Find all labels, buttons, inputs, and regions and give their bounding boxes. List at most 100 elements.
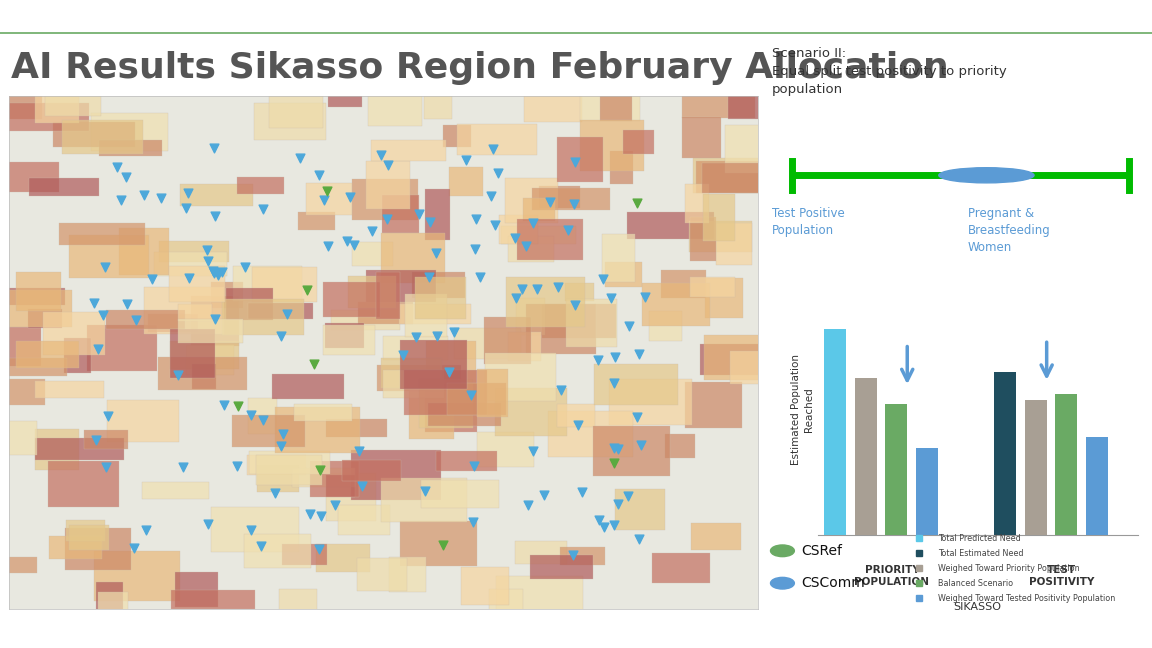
Bar bbox=[605, 262, 642, 287]
Bar bbox=[175, 572, 218, 607]
Point bbox=[205, 143, 223, 154]
Bar bbox=[279, 589, 317, 613]
Bar bbox=[594, 364, 679, 406]
Bar bbox=[541, 305, 616, 338]
Point bbox=[394, 349, 412, 360]
Bar bbox=[642, 283, 710, 327]
Bar bbox=[412, 272, 465, 298]
Bar bbox=[98, 592, 128, 624]
Point bbox=[301, 509, 319, 519]
Bar bbox=[579, 121, 644, 171]
Bar bbox=[358, 302, 414, 324]
Point bbox=[407, 332, 425, 343]
Point bbox=[198, 519, 217, 529]
Bar bbox=[564, 283, 594, 301]
Text: TEST
POSITIVITY: TEST POSITIVITY bbox=[1029, 565, 1094, 586]
Bar bbox=[400, 521, 477, 566]
Point bbox=[86, 435, 105, 445]
Point bbox=[318, 185, 336, 196]
Bar bbox=[35, 429, 79, 470]
Bar bbox=[532, 188, 611, 210]
Point bbox=[629, 349, 647, 360]
Bar bbox=[700, 344, 785, 375]
Text: SIKASSO: SIKASSO bbox=[953, 602, 1001, 612]
Bar bbox=[351, 450, 441, 500]
Bar bbox=[649, 311, 682, 341]
Point bbox=[206, 314, 225, 324]
Point bbox=[540, 196, 559, 207]
Bar bbox=[684, 382, 742, 428]
Bar bbox=[609, 378, 691, 424]
Point bbox=[433, 540, 452, 550]
Bar bbox=[9, 103, 89, 132]
Bar bbox=[682, 117, 721, 157]
Point bbox=[619, 491, 637, 501]
Bar bbox=[348, 276, 395, 308]
Point bbox=[96, 262, 114, 272]
Bar bbox=[88, 325, 157, 371]
Point bbox=[354, 481, 372, 492]
Bar bbox=[353, 242, 393, 266]
Point bbox=[272, 441, 290, 451]
Point bbox=[174, 462, 192, 472]
Bar bbox=[29, 308, 61, 329]
Point bbox=[319, 241, 338, 251]
Bar bbox=[48, 536, 103, 559]
Bar bbox=[916, 448, 938, 535]
Point bbox=[513, 284, 531, 294]
Bar bbox=[1055, 393, 1077, 535]
Point bbox=[426, 248, 445, 258]
Bar bbox=[689, 222, 752, 252]
Text: CSRef: CSRef bbox=[801, 544, 842, 558]
Point bbox=[152, 192, 170, 203]
Bar bbox=[495, 576, 583, 621]
Bar bbox=[371, 140, 447, 161]
Point bbox=[305, 358, 324, 369]
Bar bbox=[366, 270, 435, 302]
Point bbox=[462, 390, 480, 400]
Bar bbox=[65, 338, 91, 373]
Bar bbox=[579, 94, 639, 121]
Point bbox=[272, 331, 290, 341]
Bar bbox=[142, 483, 210, 498]
Bar bbox=[523, 198, 554, 221]
Point bbox=[311, 511, 329, 521]
Bar bbox=[505, 178, 559, 223]
Point bbox=[311, 465, 329, 476]
Bar bbox=[484, 318, 531, 364]
Point bbox=[252, 540, 271, 551]
Bar bbox=[62, 119, 143, 154]
Bar bbox=[317, 544, 370, 572]
Point bbox=[552, 385, 570, 395]
Bar bbox=[447, 384, 507, 415]
Point bbox=[606, 352, 624, 362]
Bar bbox=[652, 553, 710, 583]
Bar bbox=[69, 525, 109, 550]
Point bbox=[363, 226, 381, 237]
Point bbox=[566, 299, 584, 310]
Point bbox=[419, 272, 438, 283]
Bar bbox=[409, 391, 455, 439]
Bar bbox=[326, 419, 387, 437]
Point bbox=[344, 240, 363, 251]
Bar bbox=[1025, 400, 1047, 535]
Point bbox=[135, 190, 153, 200]
Bar bbox=[1, 557, 37, 573]
Bar bbox=[328, 91, 362, 107]
Point bbox=[137, 525, 156, 535]
Bar bbox=[326, 474, 377, 520]
Bar bbox=[420, 480, 499, 508]
Point bbox=[266, 487, 285, 498]
Bar bbox=[690, 277, 735, 297]
Bar bbox=[729, 351, 765, 384]
Bar bbox=[342, 460, 401, 481]
Bar bbox=[424, 93, 452, 119]
Point bbox=[467, 214, 485, 224]
Bar bbox=[247, 455, 306, 475]
Bar bbox=[169, 341, 238, 369]
Point bbox=[416, 485, 434, 496]
Point bbox=[635, 292, 653, 303]
Point bbox=[310, 544, 328, 554]
Point bbox=[350, 446, 369, 456]
Point bbox=[179, 188, 197, 198]
